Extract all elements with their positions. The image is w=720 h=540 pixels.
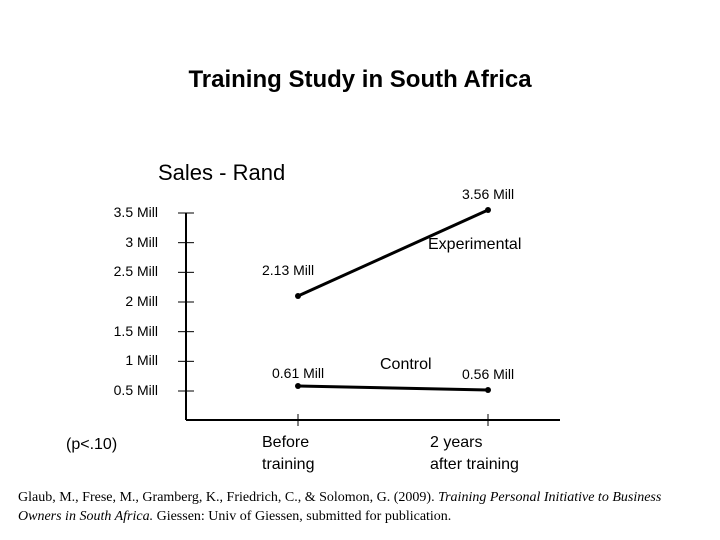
y-tick-label: 1.5 Mill [113,322,158,339]
series-label-experimental: Experimental [428,236,522,253]
data-point-control [485,387,491,393]
y-tick-label: 2.5 Mill [113,263,158,280]
y-tick-label: 1 Mill [125,352,158,369]
data-label: 2.13 Mill [262,262,315,278]
significance-note: (p<.10) [66,436,118,453]
data-point-experimental [295,293,301,299]
series-line-experimental [297,208,489,298]
citation-rest: Giessen: Univ of Giessen, submitted for … [153,509,452,524]
citation: Glaub, M., Frese, M., Gramberg, K., Frie… [18,488,708,526]
series-line-control [297,384,489,392]
citation-authors: Glaub, M., Frese, M., Gramberg, K., Frie… [18,490,439,505]
y-axis-label: Sales - Rand [158,160,286,185]
y-tick-label: 3.5 Mill [113,204,158,220]
data-label: 0.56 Mill [462,366,515,382]
y-tick-label: 3 Mill [125,233,158,250]
chart-title: Training Study in South Africa [188,66,532,93]
data-label: 0.61 Mill [272,365,325,381]
data-point-control [295,383,301,389]
y-tick-label: 0.5 Mill [113,382,158,398]
citation-title: Training Personal Initiative to Business… [18,490,662,524]
x-tick-label: 2 years after training [430,434,519,473]
x-tick-label: Before training [262,434,315,473]
data-point-experimental [485,207,491,213]
series-label-control: Control [380,356,432,373]
data-label: 3.56 Mill [462,186,515,202]
y-tick-label: 2 Mill [125,293,158,309]
